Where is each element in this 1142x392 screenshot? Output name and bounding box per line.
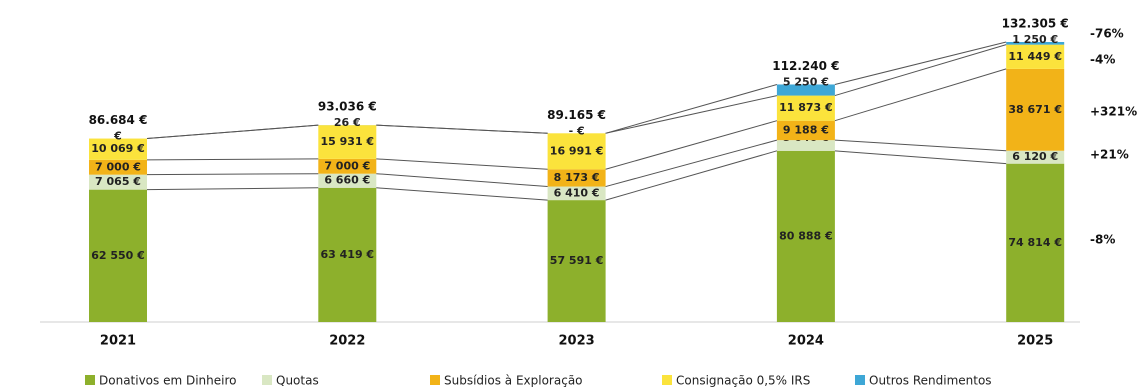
data-label: 6 410 € (554, 186, 600, 199)
x-tick-label: 2021 (100, 334, 136, 349)
data-label: 6 120 € (1012, 150, 1058, 163)
data-label: 57 591 € (550, 254, 604, 267)
data-label: - € (569, 124, 585, 137)
data-label: 10 069 € (91, 142, 145, 155)
data-label: 63 419 € (321, 248, 375, 261)
x-tick-label: 2024 (788, 334, 824, 349)
data-label: 11 873 € (779, 101, 833, 114)
connector (606, 151, 777, 200)
connector (376, 125, 547, 133)
total-label: 93.036 € (318, 100, 377, 114)
data-label: 62 550 € (91, 249, 145, 262)
x-tick-label: 2023 (559, 334, 595, 349)
total-label: 112.240 € (772, 59, 839, 73)
total-label: 132.305 € (1002, 17, 1069, 31)
legend-marker (855, 375, 865, 385)
data-label: 7 000 € (95, 160, 141, 173)
connector (835, 140, 1006, 151)
data-label: 7 000 € (324, 159, 370, 172)
connector (835, 151, 1006, 164)
connector (147, 188, 318, 190)
legend-label: Consignação 0,5% IRS (676, 374, 810, 388)
data-label: 80 888 € (779, 229, 833, 242)
connector (835, 42, 1006, 84)
legend-label: Outros Rendimentos (869, 374, 992, 388)
data-label: 1 250 € (1012, 33, 1058, 46)
change-label: +321% (1090, 105, 1137, 119)
connector (376, 174, 547, 187)
connector (606, 84, 777, 133)
legend-label: Quotas (276, 374, 319, 388)
legend-marker (662, 375, 672, 385)
connector (376, 188, 547, 200)
total-label: 86.684 € (89, 113, 148, 127)
x-tick-label: 2025 (1017, 334, 1053, 349)
legend-label: Donativos em Dinheiro (99, 374, 237, 388)
data-label: 7 065 € (95, 175, 141, 188)
total-label: 89.165 € (547, 108, 606, 122)
connector (147, 125, 318, 138)
data-label: 16 991 € (550, 144, 604, 157)
connector (147, 159, 318, 160)
connector (835, 69, 1006, 121)
data-label: 8 173 € (554, 171, 600, 184)
legend-marker (262, 375, 272, 385)
data-label: 5 250 € (783, 75, 829, 88)
connector (147, 174, 318, 175)
connector (606, 140, 777, 186)
legend-marker (85, 375, 95, 385)
data-label: 38 671 € (1008, 103, 1062, 116)
change-label: -4% (1090, 53, 1115, 67)
data-label: 74 814 € (1008, 236, 1062, 249)
legend-label: Subsídios à Exploração (444, 374, 583, 388)
connector (835, 45, 1006, 96)
change-label: -76% (1090, 27, 1124, 41)
x-tick-label: 2022 (329, 334, 365, 349)
data-label: 11 449 € (1008, 50, 1062, 63)
data-label: 15 931 € (321, 135, 375, 148)
data-label: 9 188 € (783, 123, 829, 136)
legend-marker (430, 375, 440, 385)
connector (376, 159, 547, 169)
change-label: -8% (1090, 233, 1115, 247)
data-label: € (113, 130, 122, 143)
change-label: +21% (1090, 148, 1129, 162)
data-label: 6 660 € (324, 174, 370, 187)
data-label: 26 € (334, 116, 361, 129)
